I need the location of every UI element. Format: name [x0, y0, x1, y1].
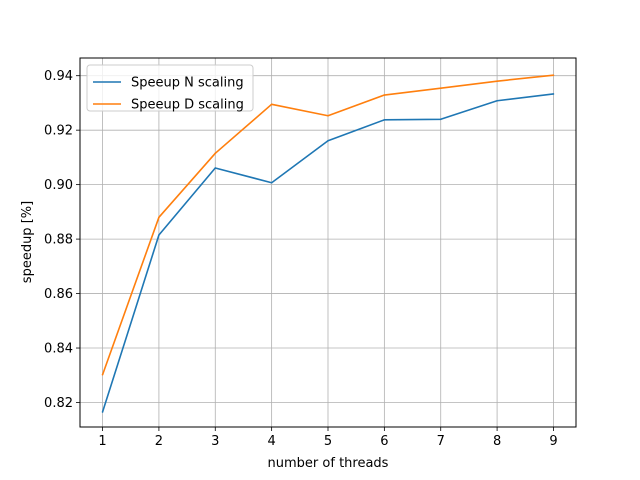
data-point — [214, 167, 217, 169]
data-point — [214, 152, 217, 155]
data-point — [327, 114, 329, 117]
data-point — [383, 119, 386, 121]
y-axis-label: speedup [%] — [20, 201, 35, 283]
x-tick-label: 6 — [380, 434, 388, 449]
data-point — [496, 99, 498, 102]
data-point — [439, 87, 442, 90]
x-axis-label: number of threads — [268, 456, 389, 471]
legend: Speeup N scaling Speeup D scaling — [86, 64, 254, 113]
data-point — [439, 118, 442, 121]
y-tick-label: 0.88 — [44, 233, 73, 248]
data-point — [270, 181, 273, 184]
x-tick-label: 3 — [211, 434, 219, 449]
ticks: 1 2 3 4 5 6 7 8 9 0.82 0.84 0.86 0.88 0.90 0.92 0.94 — [44, 69, 558, 449]
data-point — [383, 94, 386, 96]
data-point — [270, 103, 273, 106]
y-tick-label: 0.82 — [44, 396, 73, 411]
data-point — [552, 74, 555, 76]
legend-frame — [86, 64, 254, 112]
y-tick-label: 0.90 — [44, 178, 73, 193]
data-point — [158, 234, 160, 236]
data-point — [327, 139, 329, 142]
x-tick-label: 4 — [267, 434, 275, 449]
y-tick-label: 0.84 — [44, 342, 73, 357]
series-group — [101, 74, 555, 413]
y-tick-label: 0.94 — [44, 69, 73, 84]
y-tick-label: 0.86 — [44, 287, 73, 302]
data-point — [552, 93, 555, 95]
grid — [80, 58, 576, 427]
x-tick-label: 9 — [549, 434, 557, 449]
data-point — [101, 373, 104, 376]
x-tick-label: 7 — [437, 434, 445, 449]
x-tick-label: 8 — [493, 434, 501, 449]
x-tick-label: 1 — [98, 434, 106, 449]
x-tick-label: 2 — [155, 434, 163, 449]
data-point — [496, 80, 498, 82]
data-point — [158, 216, 160, 219]
legend-label: Speeup N scaling — [131, 76, 244, 91]
data-point — [101, 411, 104, 413]
x-tick-label: 5 — [324, 434, 332, 449]
legend-label: Speeup D scaling — [131, 98, 244, 113]
y-tick-label: 0.92 — [44, 124, 73, 139]
